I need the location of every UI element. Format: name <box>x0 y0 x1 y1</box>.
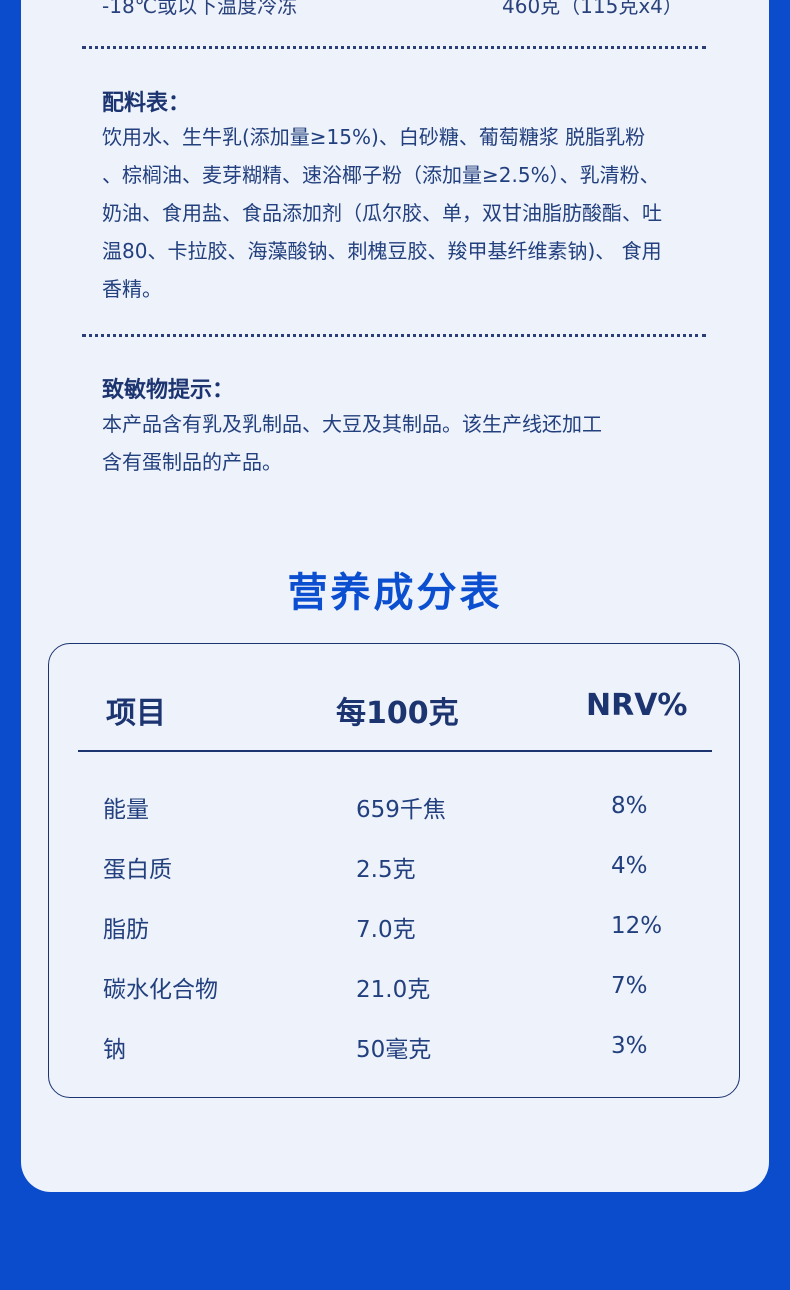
ingredients-line: 、棕榈油、麦芽糊精、速浴椰子粉（添加量≥2.5%）、乳清粉、 <box>102 163 660 187</box>
dotted-divider <box>82 334 706 337</box>
nutrition-title: 营养成分表 <box>287 570 503 616</box>
allergen-line: 本产品含有乳及乳制品、大豆及其制品。该生产线还加工 <box>102 412 602 436</box>
ingredients-text: 饮用水、生牛乳(添加量≥15%)、白砂糖、葡萄糖浆 脱脂乳粉 、棕榈油、麦芽糊精… <box>102 118 662 308</box>
header-divider <box>78 750 712 752</box>
nutrition-table <box>48 643 740 1098</box>
nutrient-amount: 50毫克 <box>356 1037 432 1063</box>
nutrient-name: 脂肪 <box>103 917 149 943</box>
nutrient-name: 能量 <box>103 797 149 823</box>
nutrient-nrv: 8% <box>611 793 648 819</box>
nutrient-nrv: 7% <box>611 973 648 999</box>
ingredients-line: 香精。 <box>102 277 162 301</box>
nutrient-name: 碳水化合物 <box>103 977 218 1003</box>
net-weight: 460克（115克x4） <box>502 0 683 18</box>
nutrient-amount: 7.0克 <box>356 917 416 943</box>
ingredients-line: 饮用水、生牛乳(添加量≥15%)、白砂糖、葡萄糖浆 脱脂乳粉 <box>102 125 646 149</box>
header-item: 项目 <box>106 696 166 731</box>
dotted-divider <box>82 46 706 49</box>
allergen-heading: 致敏物提示： <box>102 378 235 403</box>
nutrient-nrv: 12% <box>611 913 663 939</box>
allergen-line: 含有蛋制品的产品。 <box>102 450 282 474</box>
header-per-100g: 每100克 <box>336 696 459 731</box>
header-nrv: NRV% <box>586 688 688 723</box>
info-card <box>21 0 769 1192</box>
nutrient-amount: 2.5克 <box>356 857 416 883</box>
ingredients-line: 奶油、食用盐、食品添加剂（瓜尔胶、单，双甘油脂肪酸酯、吐 <box>102 201 662 225</box>
nutrient-name: 钠 <box>103 1037 126 1063</box>
ingredients-heading: 配料表： <box>102 91 191 116</box>
allergen-text: 本产品含有乳及乳制品、大豆及其制品。该生产线还加工 含有蛋制品的产品。 <box>102 405 602 481</box>
nutrient-name: 蛋白质 <box>103 857 172 883</box>
ingredients-line: 温80、卡拉胶、海藻酸钠、刺槐豆胶、羧甲基纤维素钠)、 食用 <box>102 239 662 263</box>
storage-condition: -18℃或以下温度冷冻 <box>102 0 298 18</box>
nutrient-nrv: 3% <box>611 1033 648 1059</box>
nutrient-amount: 21.0克 <box>356 977 431 1003</box>
nutrient-nrv: 4% <box>611 853 648 879</box>
nutrient-amount: 659千焦 <box>356 797 446 823</box>
